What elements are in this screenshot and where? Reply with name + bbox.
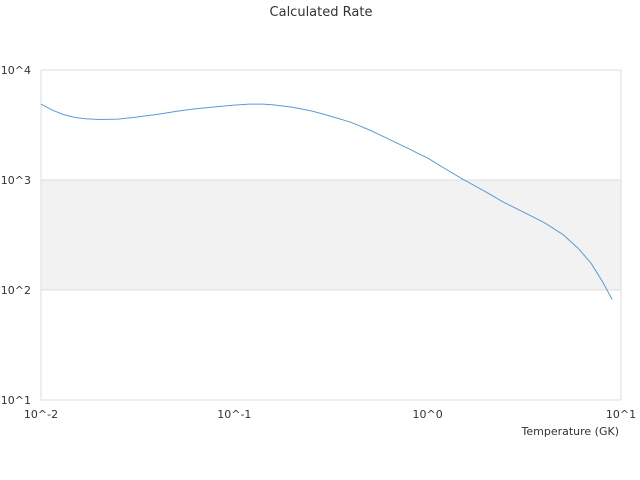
series-layer bbox=[40, 103, 613, 300]
x-axis-title: Temperature (GK) bbox=[521, 425, 620, 438]
axes-frame bbox=[40, 70, 622, 401]
series-line-0 bbox=[40, 103, 613, 300]
x-tick-label: 10^1 bbox=[606, 408, 636, 421]
x-tick-label: 10^0 bbox=[413, 408, 443, 421]
chart-title: Calculated Rate bbox=[270, 5, 373, 20]
y-tick-label: 10^3 bbox=[1, 174, 31, 187]
y-tick-label: 10^1 bbox=[1, 394, 31, 407]
x-tick-label: 10^-2 bbox=[24, 408, 58, 421]
y-tick-label: 10^4 bbox=[1, 64, 31, 77]
y-tick-label: 10^2 bbox=[1, 284, 31, 297]
plot-band bbox=[41, 180, 621, 290]
x-axis-ticks: 10^-2 10^-1 10^0 10^1 bbox=[24, 408, 636, 421]
x-tick-label: 10^-1 bbox=[217, 408, 251, 421]
y-axis-ticks: 10^1 10^2 10^3 10^4 bbox=[1, 64, 31, 407]
plot-background bbox=[41, 180, 621, 290]
